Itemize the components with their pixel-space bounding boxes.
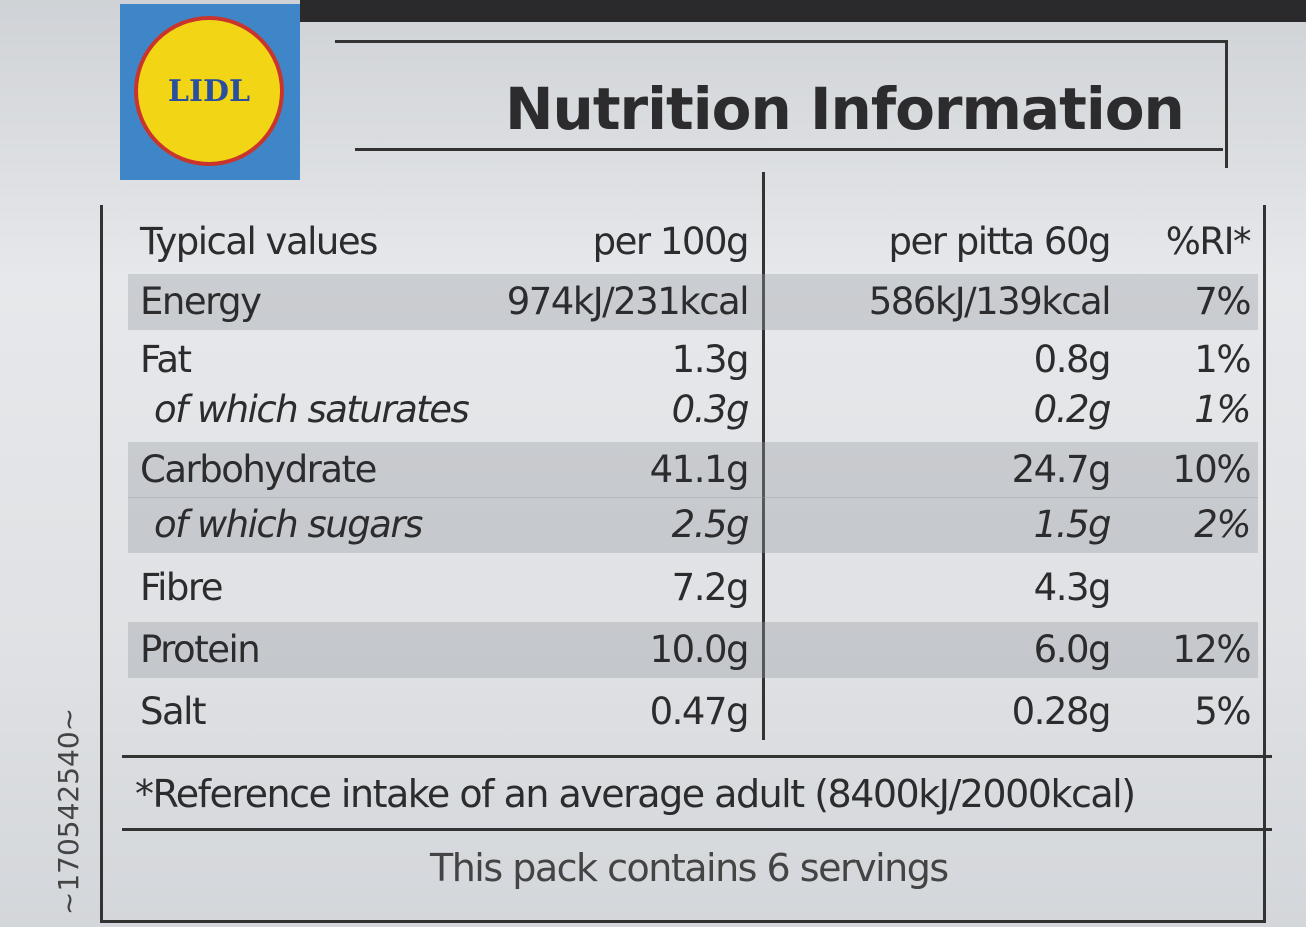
cell-value: 1% (1194, 388, 1251, 431)
row-label: of which saturates (154, 388, 470, 431)
row-shade (128, 622, 1258, 678)
footer-rule (122, 755, 1272, 758)
cell-value: 6.0g (1033, 628, 1112, 671)
servings: This pack contains 6 servings (430, 846, 949, 890)
cell-value: 586kJ/139kcal (868, 280, 1112, 323)
cell-value: 0.8g (1033, 338, 1112, 381)
footnote: *Reference intake of an average adult (8… (135, 772, 1136, 816)
row-shade (128, 442, 1258, 498)
cell-value: 974kJ/231kcal (506, 280, 750, 323)
cell-value: 2% (1194, 503, 1251, 546)
row-label: of which sugars (154, 503, 423, 546)
cell-value: 1% (1194, 338, 1251, 381)
row-label: Fat (140, 338, 192, 381)
batch-code: ~170542540~ (52, 707, 86, 916)
cell-value: 7% (1194, 280, 1251, 323)
cell-value: 0.2g (1033, 388, 1112, 431)
logo-box: LIDL (120, 4, 300, 180)
cell-value: %RI* (1165, 220, 1252, 263)
cell-value: 2.5g (671, 503, 750, 546)
cell-value: 1.3g (671, 338, 750, 381)
cell-value: per pitta 60g (888, 220, 1111, 263)
row-label: Energy (140, 280, 262, 323)
cell-value: 5% (1194, 690, 1251, 733)
logo-text: LIDL (167, 74, 251, 109)
cell-value: 41.1g (649, 448, 750, 491)
row-label: Protein (140, 628, 261, 671)
cell-value: 24.7g (1011, 448, 1112, 491)
cell-value: 1.5g (1033, 503, 1112, 546)
cell-value: per 100g (592, 220, 750, 263)
row-label: Fibre (140, 566, 224, 609)
cell-value: 10% (1172, 448, 1251, 491)
table-frame (100, 205, 1266, 923)
cell-value: 7.2g (671, 566, 750, 609)
cell-value: 4.3g (1033, 566, 1112, 609)
row-shade (128, 497, 1258, 553)
row-label: Carbohydrate (140, 448, 377, 491)
cell-value: 12% (1172, 628, 1251, 671)
row-label: Salt (140, 690, 206, 733)
footer-rule (122, 828, 1272, 831)
row-label: Typical values (140, 220, 378, 263)
logo-circle (134, 16, 284, 166)
row-shade (128, 274, 1258, 330)
column-divider (762, 172, 765, 740)
top-edge (300, 0, 1306, 22)
title-box (335, 40, 1228, 168)
cell-value: 0.47g (649, 690, 750, 733)
title: Nutrition Information (505, 75, 1185, 143)
cell-value: 0.28g (1011, 690, 1112, 733)
cell-value: 10.0g (649, 628, 750, 671)
title-rule (355, 148, 1223, 151)
cell-value: 0.3g (671, 388, 750, 431)
